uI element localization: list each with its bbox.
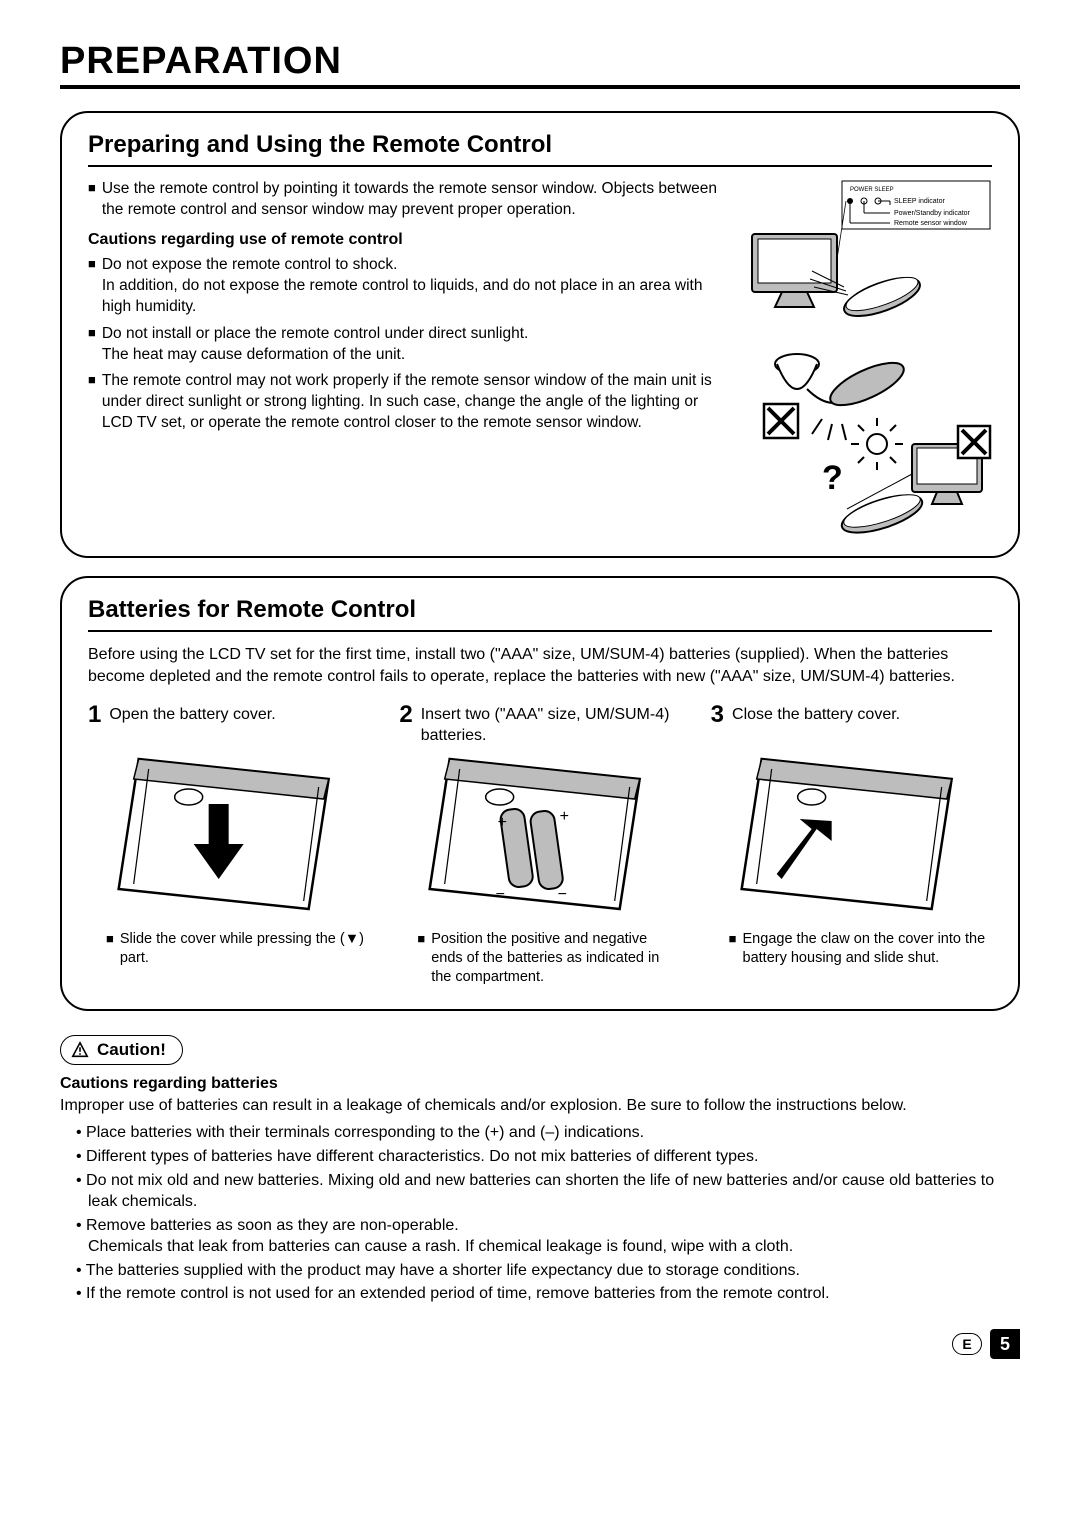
batteries-intro: Before using the LCD TV set for the firs… [88, 644, 992, 687]
step-number: 2 [399, 701, 412, 729]
svg-text:−: − [558, 886, 567, 903]
square-bullet-icon: ■ [88, 255, 96, 273]
square-bullet-icon: ■ [729, 930, 737, 948]
square-bullet-icon: ■ [88, 324, 96, 342]
battery-step: 3 Close the battery cover. ■ Engage the … [711, 701, 992, 987]
caution-item: ■ The remote control may not work properl… [88, 371, 730, 434]
svg-text:+: + [560, 808, 569, 825]
step-note-text: Position the positive and negative ends … [431, 930, 680, 987]
caution-item-text: Do not expose the remote control to shoc… [102, 255, 730, 318]
warning-triangle-icon [71, 1041, 89, 1059]
caution-list-item: Different types of batteries have differ… [88, 1146, 1020, 1168]
svg-text:SLEEP indicator: SLEEP indicator [894, 198, 946, 205]
step-number: 3 [711, 701, 724, 729]
caution-item: ■ Do not expose the remote control to sho… [88, 255, 730, 318]
svg-text:?: ? [822, 459, 843, 497]
caution-label: Caution! [97, 1040, 166, 1060]
section-remote-control: Preparing and Using the Remote Control ■… [60, 111, 1020, 558]
caution-item: ■ Do not install or place the remote cont… [88, 324, 730, 366]
caution-badge: Caution! [60, 1035, 183, 1065]
page-number: 5 [990, 1329, 1020, 1359]
step-note-text: Engage the claw on the cover into the ba… [743, 930, 992, 968]
caution-list-item: Do not mix old and new batteries. Mixing… [88, 1170, 1020, 1213]
caution-list-item: If the remote control is not used for an… [88, 1283, 1020, 1305]
step-text: Close the battery cover. [732, 701, 900, 726]
step-illustration [711, 749, 992, 919]
caution-section: Caution! Cautions regarding batteries Im… [60, 1029, 1020, 1305]
intro-bullet: ■ Use the remote control by pointing it … [88, 179, 730, 221]
caution-intro-text: Improper use of batteries can result in … [60, 1095, 1020, 1117]
square-bullet-icon: ■ [417, 930, 425, 948]
section1-title: Preparing and Using the Remote Control [88, 131, 992, 167]
battery-step: 2 Insert two ("AAA" size, UM/SUM-4) batt… [399, 701, 680, 987]
svg-text:+: + [498, 814, 507, 831]
page-footer: E 5 [60, 1329, 1020, 1359]
caution-list-item: Place batteries with their terminals cor… [88, 1122, 1020, 1144]
step-illustration [88, 749, 369, 919]
section-batteries: Batteries for Remote Control Before usin… [60, 576, 1020, 1011]
intro-text: Use the remote control by pointing it to… [102, 179, 730, 221]
page-title: PREPARATION [60, 40, 1020, 89]
step-illustration: + + − − [399, 749, 680, 919]
caution-item-text: Do not install or place the remote contr… [102, 324, 528, 366]
step-note-text: Slide the cover while pressing the (▼) p… [120, 930, 369, 968]
caution-list-item: The batteries supplied with the product … [88, 1260, 1020, 1282]
svg-text:−: − [496, 886, 505, 903]
cautions-heading: Cautions regarding use of remote control [88, 231, 730, 249]
caution-heading: Cautions regarding batteries [60, 1075, 1020, 1093]
section2-title: Batteries for Remote Control [88, 596, 992, 632]
step-text: Insert two ("AAA" size, UM/SUM-4) batter… [421, 701, 681, 747]
square-bullet-icon: ■ [88, 371, 96, 389]
caution-list: Place batteries with their terminals cor… [60, 1122, 1020, 1305]
language-badge: E [952, 1333, 982, 1355]
square-bullet-icon: ■ [106, 930, 114, 948]
svg-text:Power/Standby indicator: Power/Standby indicator [894, 210, 971, 217]
battery-step: 1 Open the battery cover. ■ Slide the co… [88, 701, 369, 987]
label-power-sleep: POWER SLEEP [850, 187, 894, 193]
step-text: Open the battery cover. [109, 701, 275, 726]
svg-text:Remote sensor window: Remote sensor window [894, 220, 968, 227]
caution-list-item: Remove batteries as soon as they are non… [88, 1215, 1020, 1258]
step-number: 1 [88, 701, 101, 729]
caution-item-text: The remote control may not work properly… [102, 371, 730, 434]
tv-indicator-diagram: POWER SLEEP SLEEP indicator Power/Standb… [742, 179, 992, 329]
square-bullet-icon: ■ [88, 179, 96, 197]
remote-warning-diagram: ? [762, 334, 992, 534]
